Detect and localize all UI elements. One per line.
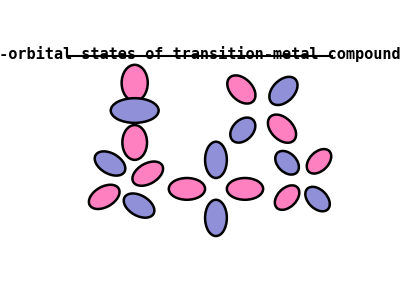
Ellipse shape	[275, 151, 299, 175]
Ellipse shape	[122, 65, 148, 101]
Ellipse shape	[268, 114, 296, 143]
Ellipse shape	[230, 118, 255, 143]
Ellipse shape	[227, 75, 256, 103]
Ellipse shape	[124, 193, 154, 218]
Ellipse shape	[95, 151, 125, 176]
Ellipse shape	[227, 178, 263, 200]
Ellipse shape	[122, 125, 147, 160]
Ellipse shape	[205, 142, 227, 178]
Ellipse shape	[132, 162, 163, 186]
Ellipse shape	[307, 149, 331, 173]
Ellipse shape	[205, 200, 227, 236]
Text: d-orbital states of transition-metal compounds: d-orbital states of transition-metal com…	[0, 46, 400, 62]
Ellipse shape	[169, 178, 205, 200]
Ellipse shape	[89, 185, 120, 209]
Ellipse shape	[111, 98, 159, 123]
Ellipse shape	[305, 187, 330, 211]
Ellipse shape	[269, 77, 298, 105]
Ellipse shape	[275, 185, 299, 210]
